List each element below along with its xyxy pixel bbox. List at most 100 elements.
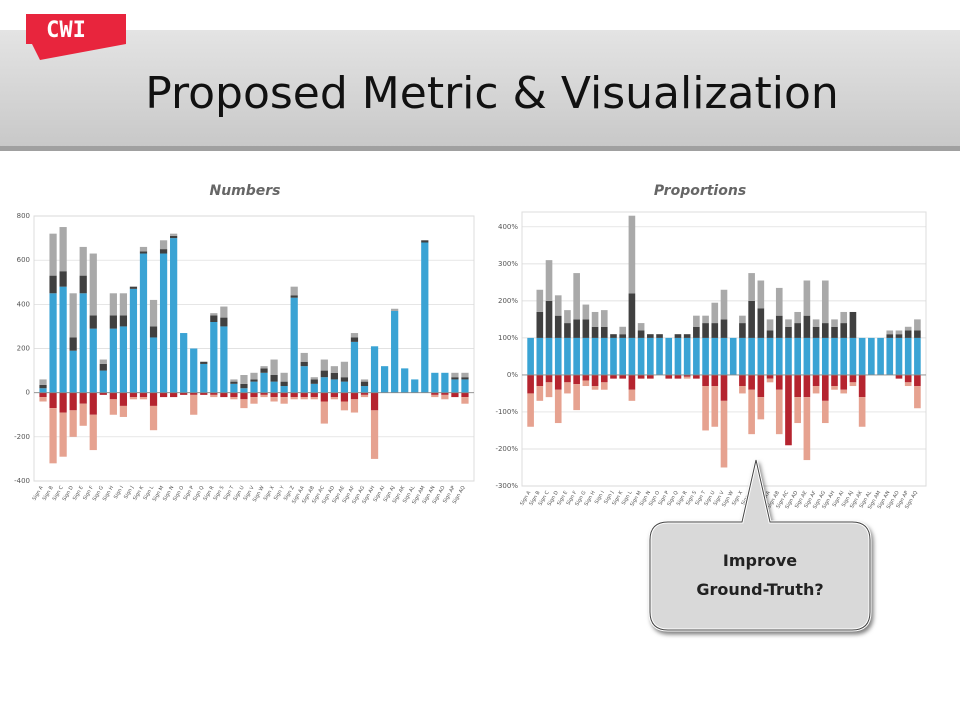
bar-segment [320,370,328,378]
bar-segment [904,330,912,338]
bar-segment [904,374,912,383]
bar-segment [210,322,218,393]
bar-segment [812,337,820,375]
bar-segment [775,337,783,375]
bar-segment [803,315,811,338]
chart-title: Proportions [654,183,746,199]
bar-segment [360,386,369,393]
bar-segment [431,394,439,398]
bar-segment [270,397,278,402]
bar-segment [858,397,866,427]
bar-segment [803,397,811,461]
bar-segment [554,315,562,338]
bar-segment [250,372,258,380]
bar-segment [564,310,571,324]
bar-segment [693,337,700,375]
bar-segment [290,397,298,400]
bar-segment [310,397,318,400]
bar-segment [210,392,218,395]
bar-segment [330,392,338,398]
bar-segment [99,392,107,395]
y-tick-label: -300% [495,482,518,490]
bar-segment [628,389,636,401]
bar-segment [139,392,148,398]
bar-segment [270,359,278,375]
bar-segment [600,337,608,375]
bar-segment [59,392,67,413]
y-tick-label: -200 [14,433,30,441]
bar-segment [370,392,379,411]
bar-segment [536,386,544,401]
bar-segment [720,374,728,401]
bar-segment [159,253,168,393]
bar-segment [849,374,857,383]
bar-segment [895,334,903,338]
bar-segment [702,374,709,387]
bar-segment [290,297,298,393]
bar-segment [656,334,663,338]
bar-segment [812,319,820,327]
bar-segment [766,330,774,338]
bar-segment [803,337,811,375]
bar-segment [674,374,682,379]
bar-segment [600,326,608,338]
y-tick-label: 200 [17,345,30,353]
bar-segment [831,386,838,390]
bar-segment [886,337,894,375]
bar-segment [739,323,746,338]
bar-segment [757,308,765,338]
bar-segment [794,337,801,375]
y-tick-label: 200% [498,297,518,305]
bar-segment [129,392,138,398]
bar-segment [637,330,645,338]
bar-segment [310,377,318,380]
bar-segment [360,379,369,382]
bar-segment [849,311,857,338]
bar-segment [619,334,627,338]
bar-segment [340,361,349,378]
bar-segment [812,326,820,338]
bar-segment [180,392,188,395]
bar-segment [766,319,774,331]
bar-segment [785,374,792,446]
bar-segment [610,334,617,338]
bar-segment [230,379,238,382]
bar-segment [831,326,838,338]
bar-segment [582,380,590,387]
slide-title: Proposed Metric & Visualization [145,68,839,119]
bar-segment [739,386,746,394]
bar-segment [702,315,709,324]
bar-segment [564,337,571,375]
bar-segment [545,374,553,383]
bar-segment [109,293,117,316]
bar-segment [240,392,248,400]
bar-segment [340,377,349,382]
bar-segment [149,337,158,393]
bar-segment [628,215,636,294]
bar-segment [260,392,268,395]
bar-segment [628,293,636,338]
bar-segment [119,293,128,316]
bar-segment [260,394,268,398]
bar-segment [573,384,580,411]
bar-segment [280,386,288,393]
bar-segment [79,246,87,276]
bar-segment [391,310,399,393]
bar-segment [270,381,278,393]
bar-segment [527,337,534,375]
bar-segment [370,410,379,459]
bar-segment [693,315,700,327]
bar-segment [739,315,746,324]
y-tick-label: 600 [17,256,30,264]
bar-segment [748,374,755,390]
bar-segment [99,363,107,371]
bar-segment [59,286,67,393]
bar-segment [720,319,728,338]
bar-segment [831,374,838,387]
bar-segment [775,315,783,338]
bar-segment [270,375,278,382]
bar-segment [380,366,389,393]
bar-segment [49,275,57,294]
